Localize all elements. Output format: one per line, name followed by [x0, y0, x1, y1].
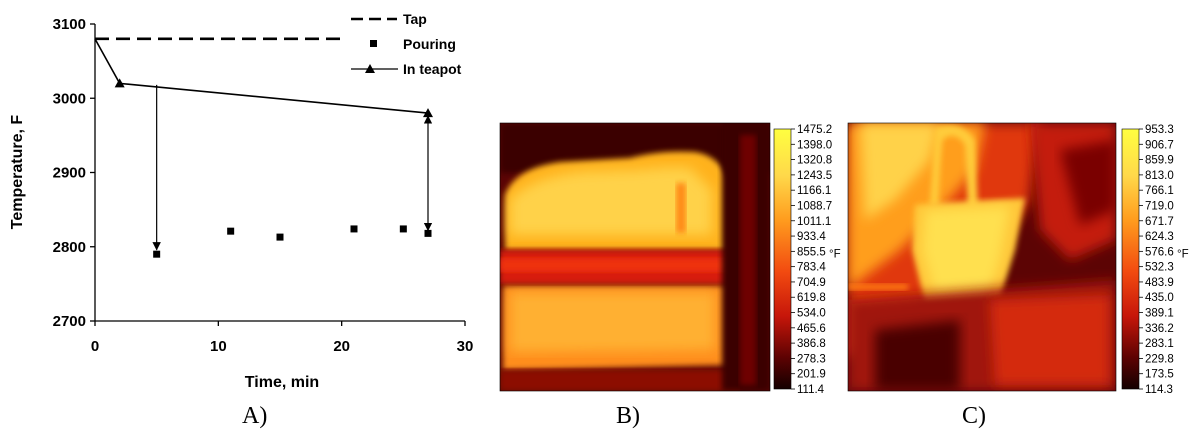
x-tick-label: 10: [210, 338, 227, 355]
legend-teapot-label: In teapot: [403, 61, 462, 77]
legend: Tap Pouring In teapot: [351, 11, 462, 77]
colorbar-tick-label: 855.5: [797, 246, 826, 258]
colorbar-tick-label: 1398.0: [797, 139, 832, 151]
colorbar-tick-label: 1475.2: [797, 124, 832, 136]
thermal-image-c: [848, 123, 1116, 391]
pouring-point: [276, 233, 284, 241]
legend-teapot-marker: [365, 64, 375, 73]
colorbar-tick-label: 704.9: [797, 277, 826, 289]
colorbar-tick-label: 933.4: [797, 231, 826, 243]
temperature-chart: 2700 2800 2900 3000 3100 0 10 20 30 Temperature…: [9, 11, 473, 391]
x-tick-label: 20: [333, 338, 350, 355]
colorbar-tick-label: 1011.1: [797, 216, 831, 228]
pouring-point: [227, 227, 235, 235]
colorbar-tick-label: 1166.1: [797, 185, 831, 197]
series-group: [94, 37, 433, 258]
teapot-point: [423, 108, 433, 118]
colorbar-tick-label: 1243.5: [797, 170, 832, 182]
colorbar-tick-label: 114.3: [1145, 384, 1173, 396]
y-tick-label: 2900: [53, 165, 86, 182]
panel-label-b: B): [616, 403, 640, 429]
colorbar-tick-label: 859.9: [1145, 155, 1174, 167]
colorbar-tick-label: 953.3: [1145, 124, 1174, 136]
legend-pouring-label: Pouring: [403, 36, 456, 52]
pouring-point: [424, 229, 432, 237]
colorbar-tick-label: 534.0: [797, 308, 826, 320]
colorbar-c-ticks: 953.3 906.7 859.9 813.0 766.1 719.0 671.7 624.3…: [1139, 124, 1189, 396]
colorbar-tick-label: 283.1: [1145, 338, 1174, 350]
y-tick-label: 2700: [53, 313, 86, 330]
colorbar-tick-label: 719.0: [1145, 200, 1174, 212]
colorbar-tick-label: 532.3: [1145, 262, 1174, 274]
legend-pouring-swatch: [370, 40, 377, 47]
colorbar-tick-label: 389.1: [1145, 308, 1174, 320]
colorbar-tick-label: 386.8: [797, 338, 826, 350]
colorbar-tick-label: 906.7: [1145, 139, 1174, 151]
colorbar-tick-label: 1320.8: [797, 155, 832, 167]
colorbar-tick-label: 624.3: [1145, 231, 1174, 243]
y-tick-group: 2700 2800 2900 3000 3100: [53, 16, 95, 330]
colorbar-tick-label: 201.9: [797, 369, 826, 381]
teapot-point: [114, 78, 125, 88]
thermal-image-b-frame: [499, 122, 771, 392]
colorbar-tick-label: 111.4: [797, 384, 825, 396]
colorbar-tick-label: 813.0: [1145, 170, 1174, 182]
colorbar-c: 953.3 906.7 859.9 813.0 766.1 719.0 671.7 624.3…: [1121, 124, 1189, 396]
colorbar-b: 1475.2 1398.0 1320.8 1243.5 1166.1 1088.7 1011…: [773, 124, 841, 396]
x-tick-label: 0: [91, 338, 99, 355]
y-tick-label: 3000: [53, 90, 86, 107]
y-tick-label: 2800: [53, 239, 86, 256]
teapot-line: [94, 38, 429, 114]
colorbar-tick-label: 278.3: [797, 353, 826, 365]
colorbar-tick-label: 783.4: [797, 262, 826, 274]
colorbar-tick-label: 336.2: [1145, 323, 1174, 335]
panel-label-c: C): [962, 403, 986, 429]
colorbar-tick-label: 576.6: [1145, 246, 1174, 258]
thermal-image-c-frame: [847, 122, 1117, 392]
y-tick-label: 3100: [53, 16, 86, 33]
colorbar-tick-label: 435.0: [1145, 292, 1174, 304]
colorbar-tick-label: 766.1: [1145, 185, 1174, 197]
y-axis-title: Temperature, F: [9, 115, 26, 230]
thermal-image-b: [500, 123, 770, 391]
colorbar-tick-label: 173.5: [1145, 369, 1174, 381]
pouring-point: [350, 225, 358, 233]
x-axis-title: Time, min: [245, 374, 319, 391]
x-tick-label: 30: [457, 338, 474, 355]
colorbar-tick-label: 229.8: [1145, 353, 1174, 365]
colorbar-unit: °F: [1177, 248, 1189, 260]
pouring-point: [153, 250, 161, 258]
colorbar-tick-label: 1088.7: [797, 200, 832, 212]
colorbar-tick-label: 483.9: [1145, 277, 1174, 289]
colorbar-unit: °F: [829, 248, 841, 260]
arrow-annotations: [152, 84, 433, 251]
x-tick-group: 0 10 20 30: [91, 321, 474, 355]
panel-label-a: A): [242, 403, 267, 429]
legend-tap-label: Tap: [403, 11, 427, 27]
colorbar-b-ticks: 1475.2 1398.0 1320.8 1243.5 1166.1 1088.7 1011…: [791, 124, 841, 396]
colorbar-tick-label: 619.8: [797, 292, 826, 304]
colorbar-tick-label: 671.7: [1145, 216, 1174, 228]
colorbar-tick-label: 465.6: [797, 323, 826, 335]
pouring-point: [399, 225, 407, 233]
